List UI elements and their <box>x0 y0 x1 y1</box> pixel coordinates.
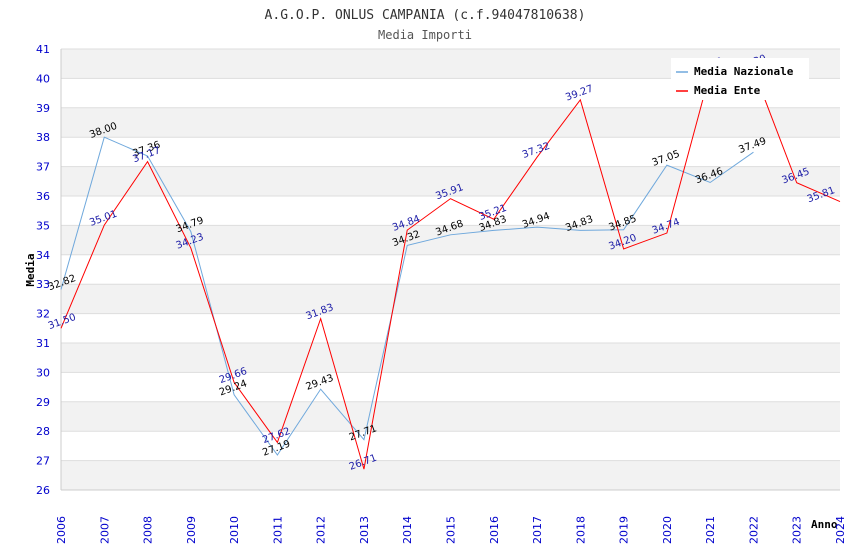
x-tick-label: 2015 <box>445 516 458 544</box>
y-tick-labels: 26 27 28 29 30 31 32 33 34 35 36 37 38 39 40 41 <box>36 43 50 497</box>
x-tick-label: 2022 <box>747 516 760 544</box>
y-tick-label: 33 <box>36 278 50 291</box>
y-tick-label: 28 <box>36 425 50 438</box>
y-tick-label: 38 <box>36 131 50 144</box>
x-tick-label: 2011 <box>271 516 284 544</box>
y-tick-label: 39 <box>36 102 50 115</box>
y-tick-label: 26 <box>36 484 50 497</box>
chart-title: A.G.O.P. ONLUS CAMPANIA (c.f.94047810638… <box>265 8 586 23</box>
x-tick-label: 2024 <box>834 516 847 544</box>
y-axis-label: Media <box>24 253 37 286</box>
x-tick-label: 2023 <box>791 516 804 544</box>
x-tick-label: 2016 <box>488 516 501 544</box>
x-tick-label: 2021 <box>704 516 717 544</box>
x-tick-label: 2020 <box>661 516 674 544</box>
y-tick-label: 29 <box>36 396 50 409</box>
x-tick-label: 2013 <box>358 516 371 544</box>
chart-subtitle: Media Importi <box>378 28 472 42</box>
grid-band <box>61 460 840 490</box>
grid-band <box>61 401 840 432</box>
y-tick-label: 30 <box>36 366 50 379</box>
series-line-nazionale <box>60 136 754 456</box>
grid-bands <box>61 49 840 490</box>
y-tick-label: 36 <box>36 190 50 203</box>
x-tick-label: 2019 <box>618 516 631 544</box>
x-axis-label: Anno <box>811 518 838 531</box>
grid-lines <box>61 48 840 491</box>
x-tick-label: 2010 <box>228 516 241 544</box>
y-tick-label: 27 <box>36 455 50 468</box>
y-tick-label: 41 <box>36 43 50 56</box>
x-tick-labels: 2006 2007 2008 2009 2010 2011 2012 2013 2014 2015… <box>55 516 847 544</box>
legend: Media Nazionale Media Ente <box>671 58 809 100</box>
grid-band <box>61 225 840 255</box>
x-tick-label: 2012 <box>315 516 328 544</box>
x-tick-label: 2009 <box>185 516 198 544</box>
y-tick-label: 34 <box>36 249 50 262</box>
legend-box <box>671 58 809 100</box>
x-tick-label: 2008 <box>142 516 155 544</box>
legend-label-ente: Media Ente <box>694 84 761 97</box>
y-tick-label: 35 <box>36 219 50 232</box>
x-tick-label: 2017 <box>531 516 544 544</box>
x-tick-label: 2006 <box>55 516 68 544</box>
grid-band <box>61 166 840 196</box>
grid-band <box>61 343 840 373</box>
axes <box>60 49 840 491</box>
grid-band <box>61 284 840 314</box>
y-tick-label: 40 <box>36 72 50 85</box>
x-tick-label: 2018 <box>574 516 587 544</box>
data-label: 31.50 <box>47 312 78 332</box>
y-tick-label: 31 <box>36 337 50 350</box>
legend-label-nazionale: Media Nazionale <box>694 65 794 78</box>
grid-band <box>61 107 840 138</box>
y-tick-label: 32 <box>36 308 50 321</box>
y-tick-label: 37 <box>36 161 50 174</box>
x-tick-label: 2007 <box>98 516 111 544</box>
x-tick-label: 2014 <box>401 516 414 544</box>
